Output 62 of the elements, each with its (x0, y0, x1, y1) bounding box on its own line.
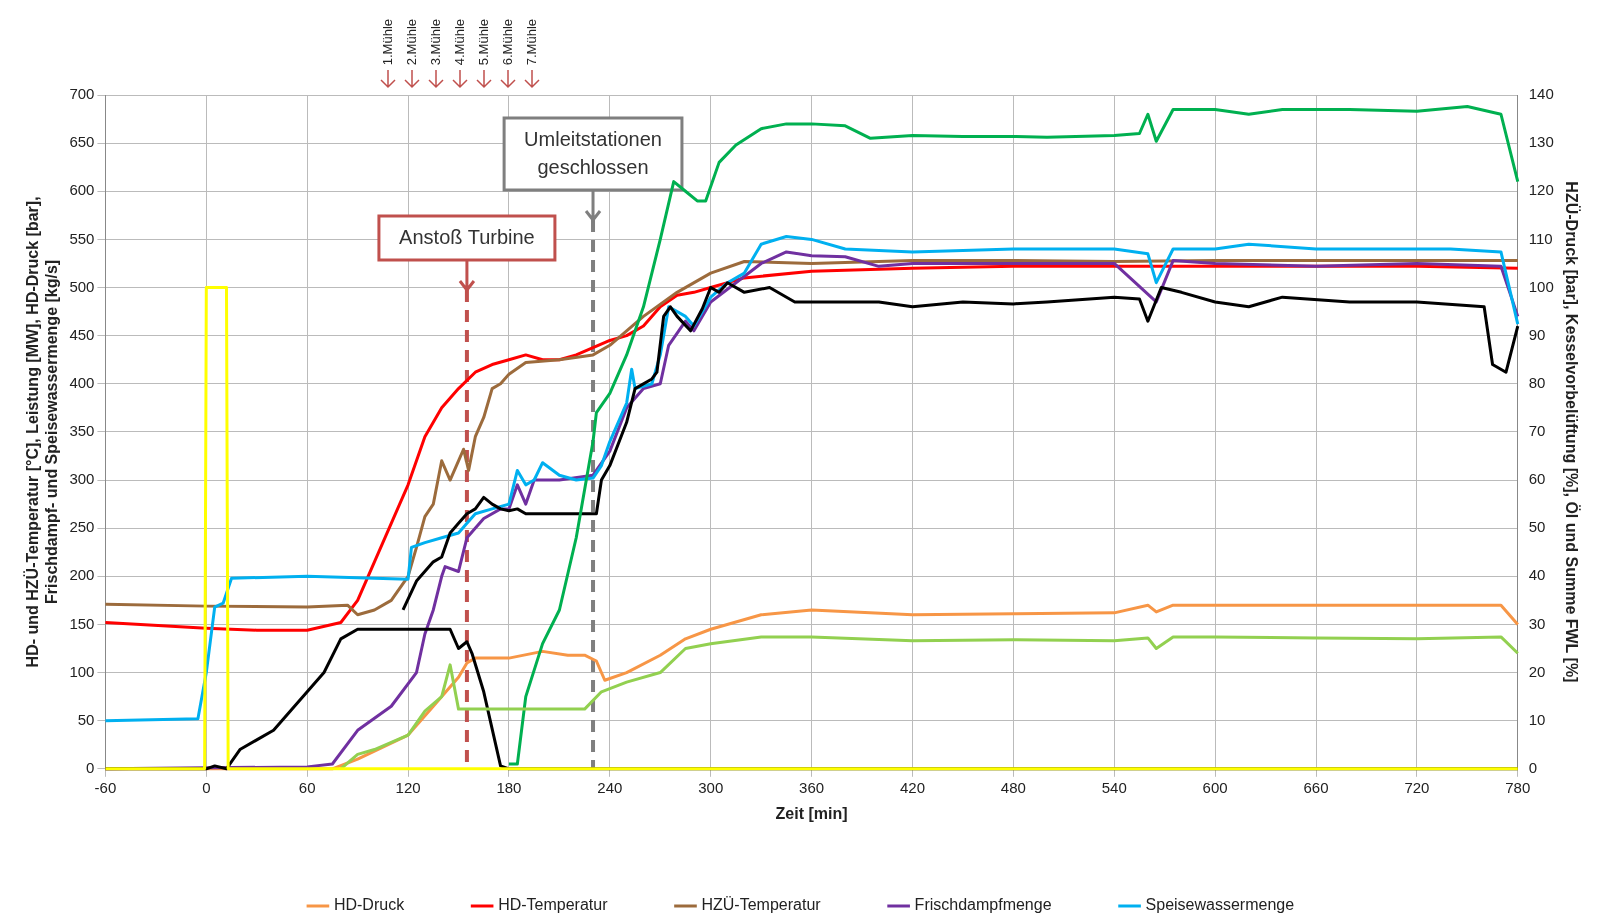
x-tick-label: 780 (1505, 778, 1531, 796)
y-tick-label: 0 (86, 758, 95, 776)
y-tick-label: 350 (69, 422, 95, 440)
x-tick-label: 480 (1000, 778, 1026, 796)
ref-line-label: Umleitstationen geschlossen (524, 127, 662, 178)
x-tick-label: 600 (1202, 778, 1228, 796)
y2-tick-label: 0 (1528, 758, 1538, 776)
x-tick-label: 420 (899, 778, 925, 796)
y2-tick-label: 80 (1528, 373, 1546, 391)
y-tick-label: 550 (69, 229, 95, 247)
text: 6.Mühle (499, 19, 515, 66)
y2-tick-label: 10 (1528, 710, 1546, 728)
y2-tick-label: 100 (1528, 277, 1554, 295)
y-tick-label: 250 (69, 518, 95, 536)
y-tick-label: 100 (69, 662, 95, 680)
text: 3.Mühle (427, 19, 443, 66)
y-tick-label: 700 (69, 85, 95, 103)
y-tick-label: 400 (69, 373, 95, 391)
x-axis-title: Zeit [min] (775, 804, 848, 822)
y-axis-title: HD- und HZÜ-Temperatur [°C], Leistung [MW], HD-Druck [bar], Frischdampf- und Speisewassermenge [kg/s] (23, 196, 61, 668)
x-tick-label: -60 (94, 778, 117, 796)
y-tick-label: 600 (69, 181, 95, 199)
legend-label: Speisewassermenge (1145, 896, 1295, 914)
legend-label: HD-Druck (333, 896, 406, 914)
y2-tick-label: 50 (1528, 518, 1546, 536)
text: 7.Mühle (523, 19, 539, 66)
ref-line-label: Anstoß Turbine (399, 225, 535, 248)
x-tick-label: 240 (597, 778, 623, 796)
y-tick-label: 650 (69, 133, 95, 151)
y2-tick-label: 120 (1528, 181, 1554, 199)
text: 4.Mühle (451, 19, 467, 66)
y-tick-label: 300 (69, 470, 95, 488)
x-tick-label: 720 (1404, 778, 1430, 796)
x-tick-label: 360 (799, 778, 825, 796)
y2-tick-label: 90 (1528, 325, 1546, 343)
x-tick-label: 540 (1101, 778, 1127, 796)
x-tick-label: 120 (395, 778, 421, 796)
x-tick-label: 0 (202, 778, 211, 796)
legend-label: Frischdampfmenge (914, 896, 1052, 914)
legend-label: HZÜ-Temperatur (701, 896, 822, 914)
legend-label: HD-Temperatur (498, 896, 609, 914)
y2-tick-label: 140 (1528, 85, 1554, 103)
x-tick-label: 60 (298, 778, 316, 796)
y2-tick-label: 40 (1528, 566, 1546, 584)
x-tick-label: 660 (1303, 778, 1329, 796)
y-tick-label: 500 (69, 277, 95, 295)
y2-tick-label: 30 (1528, 614, 1546, 632)
x-tick-label: 300 (698, 778, 724, 796)
y-tick-label: 150 (69, 614, 95, 632)
text: 2.Mühle (403, 19, 419, 66)
text: 1.Mühle (379, 19, 395, 66)
y-tick-label: 200 (69, 566, 95, 584)
x-tick-label: 180 (496, 778, 522, 796)
y2-tick-label: 110 (1528, 229, 1553, 247)
y2-tick-label: 70 (1528, 422, 1546, 440)
y2-tick-label: 60 (1528, 470, 1546, 488)
y2-axis-title: HZÜ-Druck [bar], Kesselvorbelüftung [%], Öl und Summe FWL [%] (1562, 181, 1581, 683)
y-tick-label: 450 (69, 325, 95, 343)
y-tick-label: 50 (77, 710, 95, 728)
text: 5.Mühle (475, 19, 491, 66)
y2-tick-label: 130 (1528, 133, 1554, 151)
y2-tick-label: 20 (1528, 662, 1546, 680)
